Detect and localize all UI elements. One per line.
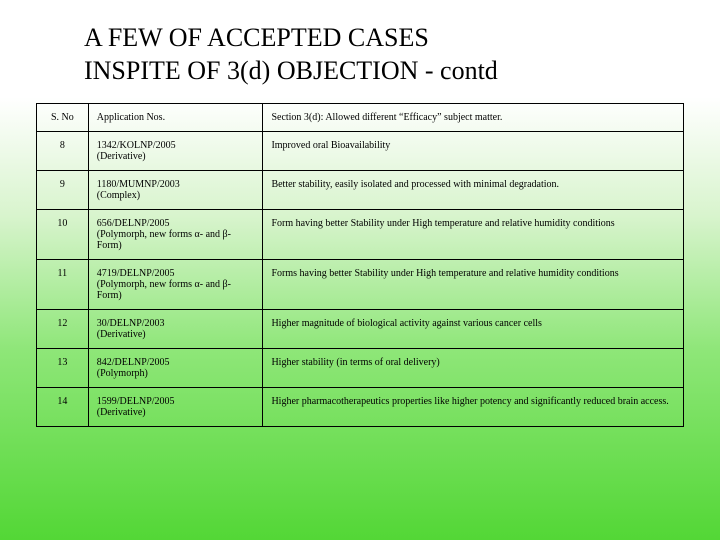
cell-sno: 10	[37, 210, 89, 260]
cell-desc: Higher magnitude of biological activity …	[263, 310, 684, 349]
table-row: 9 1180/MUMNP/2003 (Complex) Better stabi…	[37, 171, 684, 210]
app-sub: (Polymorph, new forms α- and β-Form)	[97, 279, 255, 301]
table-header-row: S. No Application Nos. Section 3(d): All…	[37, 104, 684, 132]
app-main: 1342/KOLNP/2005	[97, 140, 176, 151]
cell-desc: Improved oral Bioavailability	[263, 132, 684, 171]
cell-app: 4719/DELNP/2005 (Polymorph, new forms α-…	[88, 260, 263, 310]
cell-sno: 11	[37, 260, 89, 310]
col-header-app: Application Nos.	[88, 104, 263, 132]
cell-sno: 9	[37, 171, 89, 210]
app-sub: (Derivative)	[97, 407, 255, 418]
cell-desc: Higher pharmacotherapeutics properties l…	[263, 388, 684, 427]
app-sub: (Polymorph, new forms α- and β-Form)	[97, 229, 255, 251]
table-row: 11 4719/DELNP/2005 (Polymorph, new forms…	[37, 260, 684, 310]
slide-title: A FEW OF ACCEPTED CASES INSPITE OF 3(d) …	[84, 22, 684, 87]
table-row: 14 1599/DELNP/2005 (Derivative) Higher p…	[37, 388, 684, 427]
cell-app: 1599/DELNP/2005 (Derivative)	[88, 388, 263, 427]
app-main: 1599/DELNP/2005	[97, 396, 175, 407]
app-main: 656/DELNP/2005	[97, 218, 170, 229]
cell-app: 842/DELNP/2005 (Polymorph)	[88, 349, 263, 388]
title-line-1: A FEW OF ACCEPTED CASES	[84, 23, 429, 52]
cell-sno: 12	[37, 310, 89, 349]
cell-desc: Forms having better Stability under High…	[263, 260, 684, 310]
app-main: 842/DELNP/2005	[97, 357, 170, 368]
title-line-2: INSPITE OF 3(d) OBJECTION - contd	[84, 56, 498, 85]
col-header-sno: S. No	[37, 104, 89, 132]
app-sub: (Derivative)	[97, 151, 255, 162]
cell-desc: Form having better Stability under High …	[263, 210, 684, 260]
slide: A FEW OF ACCEPTED CASES INSPITE OF 3(d) …	[0, 0, 720, 540]
col-header-desc: Section 3(d): Allowed different “Efficac…	[263, 104, 684, 132]
cases-table: S. No Application Nos. Section 3(d): All…	[36, 103, 684, 427]
cell-app: 1342/KOLNP/2005 (Derivative)	[88, 132, 263, 171]
cell-sno: 8	[37, 132, 89, 171]
cell-desc: Higher stability (in terms of oral deliv…	[263, 349, 684, 388]
cell-sno: 13	[37, 349, 89, 388]
app-sub: (Polymorph)	[97, 368, 255, 379]
app-main: 30/DELNP/2003	[97, 318, 165, 329]
app-sub: (Complex)	[97, 190, 255, 201]
cell-sno: 14	[37, 388, 89, 427]
table-row: 13 842/DELNP/2005 (Polymorph) Higher sta…	[37, 349, 684, 388]
table-row: 8 1342/KOLNP/2005 (Derivative) Improved …	[37, 132, 684, 171]
app-sub: (Derivative)	[97, 329, 255, 340]
cell-app: 656/DELNP/2005 (Polymorph, new forms α- …	[88, 210, 263, 260]
table-row: 10 656/DELNP/2005 (Polymorph, new forms …	[37, 210, 684, 260]
cell-app: 1180/MUMNP/2003 (Complex)	[88, 171, 263, 210]
table-body: 8 1342/KOLNP/2005 (Derivative) Improved …	[37, 132, 684, 427]
cell-desc: Better stability, easily isolated and pr…	[263, 171, 684, 210]
table-row: 12 30/DELNP/2003 (Derivative) Higher mag…	[37, 310, 684, 349]
app-main: 1180/MUMNP/2003	[97, 179, 180, 190]
app-main: 4719/DELNP/2005	[97, 268, 175, 279]
cell-app: 30/DELNP/2003 (Derivative)	[88, 310, 263, 349]
